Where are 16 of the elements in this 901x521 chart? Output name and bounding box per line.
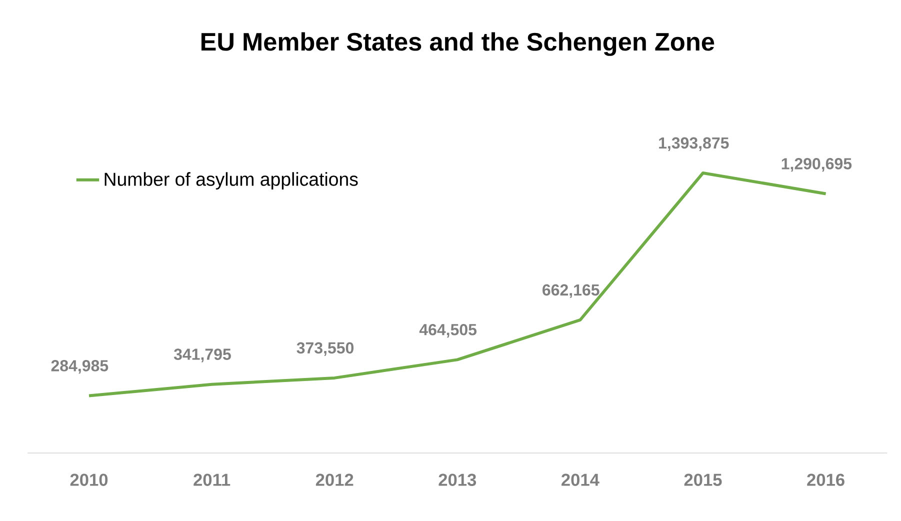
data-label: 662,165 [542,284,600,298]
data-label: 341,795 [174,348,231,362]
x-tick-label: 2010 [70,474,108,486]
data-label: 1,393,875 [659,137,729,151]
data-label: 1,290,695 [782,158,852,172]
x-tick-label: 2016 [807,474,844,486]
x-tick-label: 2013 [438,474,476,486]
x-tick-label: 2012 [316,474,354,486]
x-tick-label: 2015 [684,474,722,486]
data-label: 373,550 [296,342,354,356]
data-label: 464,505 [419,324,477,338]
x-tick-label: 2014 [562,474,600,486]
legend-label: Number of asylum applications [104,172,358,190]
data-label: 284,985 [51,360,108,374]
x-tick-label: 2011 [194,474,230,486]
chart-title: EU Member States and the Schengen Zone [201,32,714,56]
